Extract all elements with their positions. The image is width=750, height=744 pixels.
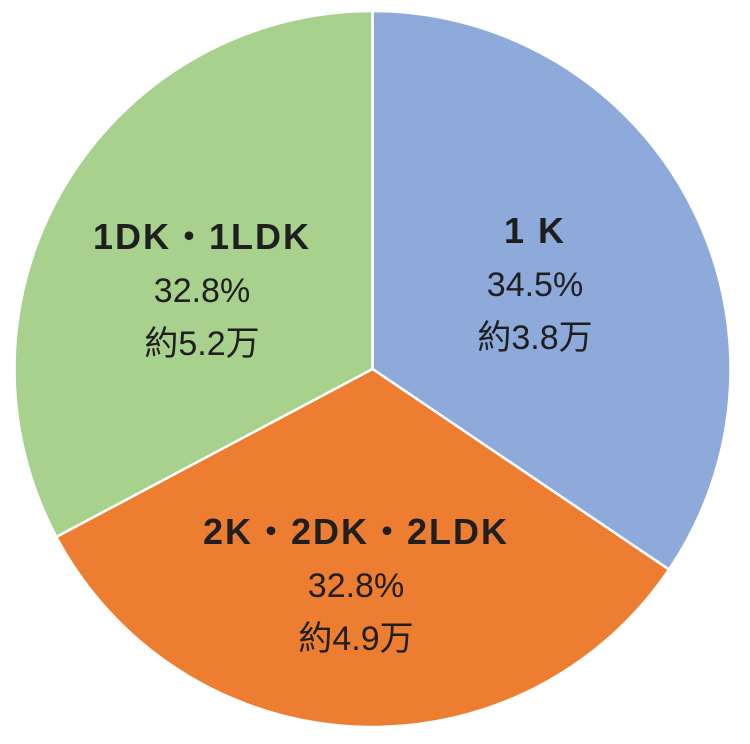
pie-slice-0 xyxy=(371,9,732,571)
pie-slice-1 xyxy=(55,367,671,729)
pie-slice-2 xyxy=(13,9,374,539)
